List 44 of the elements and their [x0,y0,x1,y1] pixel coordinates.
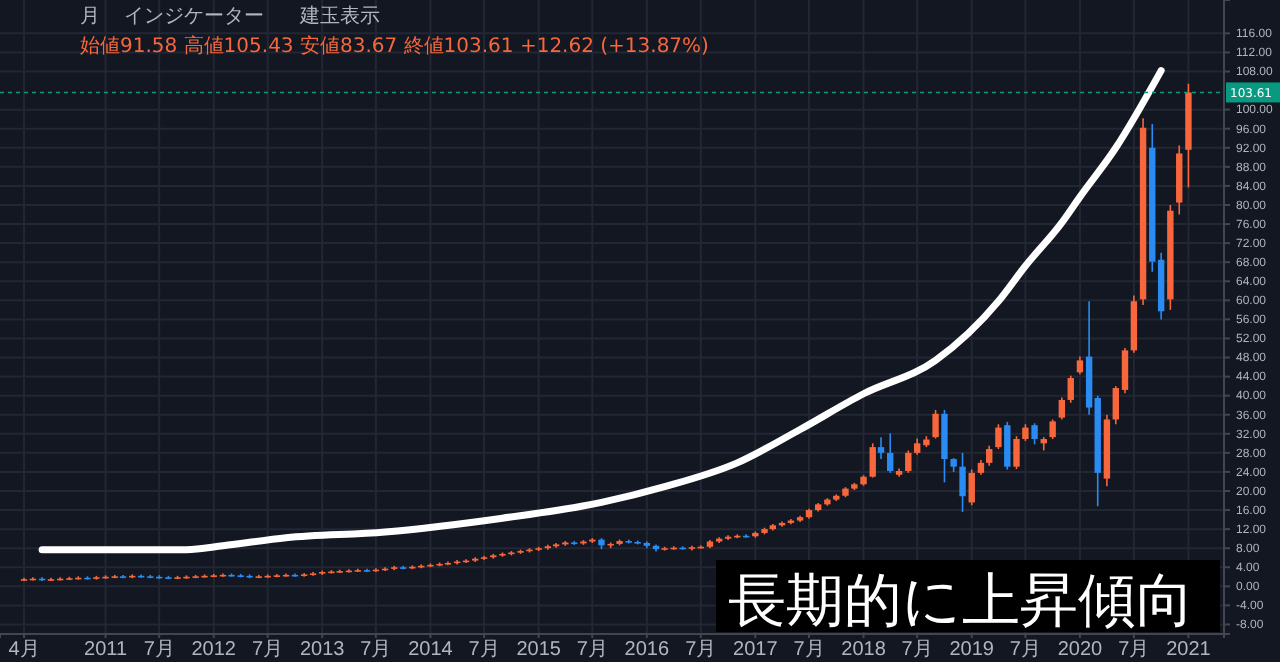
candlestick [877,436,885,460]
x-tick-label: 2013 [299,639,346,661]
candlestick [887,432,894,474]
x-tick-label: 2019 [949,639,995,661]
x-tick-label: 2014 [408,639,454,661]
annotation: 月 [80,6,100,28]
annotation: 始値91.58 高値105.43 安値83.67 終値103.61 +12.62 (+13.87%) [80,34,710,58]
candlestick [869,442,876,479]
x-tick-label: 7月 [685,639,717,661]
candlestick [1004,421,1011,471]
x-tick-label: 2011 [84,639,128,661]
x-tick-label: 7月 [576,639,608,661]
line-series [38,67,1165,554]
x-tick-label: 2012 [191,639,237,661]
x-tick-label: 7月 [793,639,825,661]
annotation: 建玉表示 [298,4,380,28]
x-tick-label: 7月 [901,639,933,661]
x-tick-label: 2016 [624,639,670,661]
annotation: インジケーター [124,6,264,28]
x-tick-label: 4月 [8,639,40,661]
candlestick [995,423,1002,450]
candlestick [941,409,948,484]
candlestick [1049,418,1056,440]
x-tick-label: 7月 [252,639,284,661]
x-tick-label: 7月 [143,639,175,661]
x-tick-label: 7月 [1009,639,1041,661]
candlestick [1067,374,1074,404]
x-tick-label: 2017 [733,639,779,661]
x-tick-label: 2018 [841,639,887,661]
x-tick-label: 2020 [1057,639,1104,661]
candlestick [905,449,912,474]
candlestick [1031,422,1038,446]
x-tick-label: 7月 [468,639,500,661]
x-tick-label: 2015 [516,639,562,661]
candlestick [1013,435,1020,470]
annotation: 長期的に上昇傾向 [728,566,1194,634]
x-tick-label: 7月 [1118,639,1150,661]
x-tick-label: 7月 [360,639,392,661]
candlestick [986,444,993,467]
x-tick-label: 2021 [1166,639,1212,661]
candlestick [959,452,966,513]
candlestick [932,409,939,440]
candlestick [1058,396,1066,421]
candlestick [968,468,975,507]
